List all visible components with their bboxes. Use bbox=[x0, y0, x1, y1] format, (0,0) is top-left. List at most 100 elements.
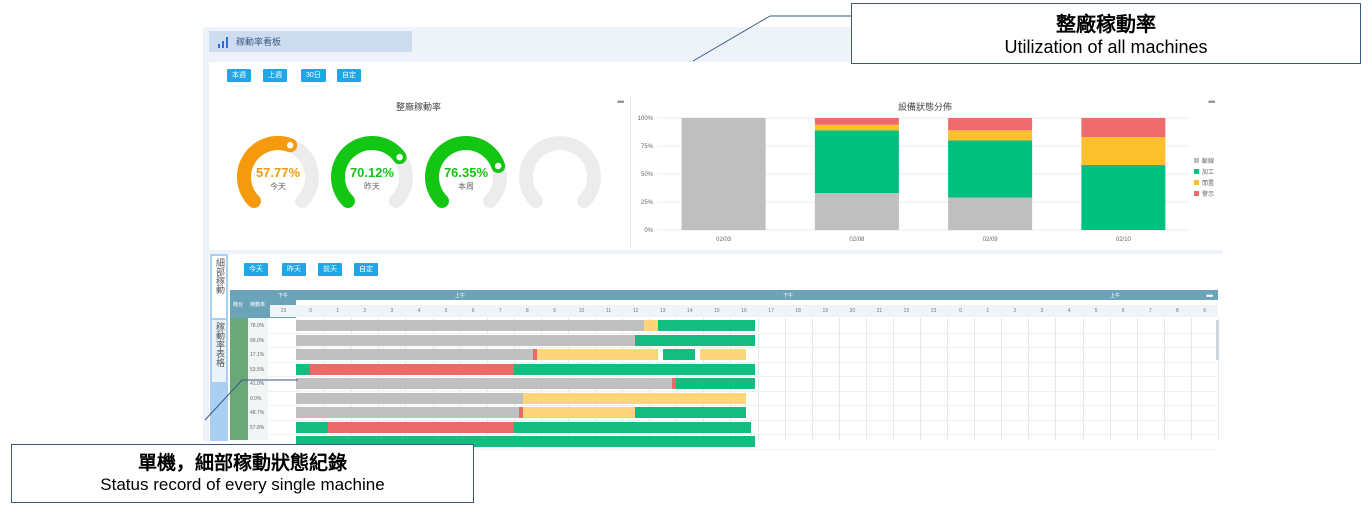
status-segment[interactable] bbox=[514, 421, 751, 433]
rate-column-header: 稼動率 bbox=[250, 302, 266, 308]
status-segment[interactable] bbox=[328, 421, 515, 433]
hour-label: 15 bbox=[714, 308, 720, 314]
gantt-more-icon[interactable]: ••• bbox=[1206, 291, 1214, 301]
status-segment[interactable] bbox=[296, 407, 519, 418]
hour-label: 12 bbox=[632, 308, 639, 314]
legend-label: 閒置 bbox=[1202, 180, 1214, 187]
hour-label: 9 bbox=[1203, 308, 1206, 314]
gauge-knob bbox=[493, 161, 503, 171]
more-options-icon[interactable]: ••• bbox=[1208, 97, 1216, 107]
hour-gridline bbox=[1136, 318, 1138, 440]
status-segment[interactable] bbox=[296, 320, 644, 331]
row-divider bbox=[268, 376, 1216, 377]
status-segment[interactable] bbox=[296, 363, 310, 375]
hour-gridline bbox=[947, 318, 949, 440]
bar-segment-加工 bbox=[1081, 165, 1166, 230]
row-divider bbox=[268, 361, 1216, 363]
callout-bottom: 單機，細部稼動狀態紀錄 Status record of every singl… bbox=[11, 444, 474, 503]
gauge-fill bbox=[237, 136, 298, 209]
status-segment[interactable] bbox=[537, 349, 658, 360]
status-segment[interactable] bbox=[296, 392, 524, 404]
side-tab-table[interactable]: 稼動率表格 bbox=[212, 320, 226, 382]
bar-segment-閒置 bbox=[814, 124, 899, 131]
machine-column-header: 機台 bbox=[233, 302, 244, 308]
x-tick-label: 02/09 bbox=[983, 237, 999, 243]
hour-label: 17 bbox=[768, 308, 774, 314]
y-tick-label: 50% bbox=[641, 172, 654, 178]
hour-gridline bbox=[892, 318, 894, 440]
callout-bottom-english: Status record of every single machine bbox=[100, 475, 385, 494]
bar-segment-警示 bbox=[1081, 118, 1166, 138]
bar-segment-斷線 bbox=[681, 118, 766, 230]
hour-gridline bbox=[1163, 318, 1165, 440]
side-tab-detail[interactable]: 細部稼動 bbox=[212, 256, 226, 318]
gauge-knob bbox=[285, 140, 295, 151]
row-divider bbox=[268, 390, 1216, 392]
gauge-knob bbox=[394, 152, 405, 162]
yesterday-button[interactable]: 昨天 bbox=[282, 263, 306, 276]
status-segment[interactable] bbox=[662, 349, 696, 360]
status-segment[interactable] bbox=[518, 407, 524, 418]
hour-label: 22 bbox=[903, 308, 910, 314]
hour-gridline bbox=[865, 318, 867, 440]
hour-label: 19 bbox=[822, 308, 829, 314]
status-segment[interactable] bbox=[657, 320, 756, 331]
status-segment[interactable] bbox=[676, 378, 756, 389]
page-title-bar: 稼動率看板 bbox=[209, 31, 412, 52]
y-tick-label: 100% bbox=[638, 116, 654, 122]
last-week-button[interactable]: 上週 bbox=[263, 69, 287, 82]
legend-label: 警示 bbox=[1202, 190, 1214, 198]
this-week-button[interactable]: 本週 bbox=[227, 69, 251, 82]
hour-label: 3 bbox=[1040, 308, 1044, 314]
row-divider bbox=[268, 419, 1216, 421]
status-segment[interactable] bbox=[699, 349, 747, 360]
legend-swatch bbox=[1194, 158, 1199, 163]
today-button[interactable]: 今天 bbox=[244, 263, 268, 276]
status-panel: 設備狀態分佈 ••• 0% 25% 50% 75% 100% 02/03 02/08 02/0… bbox=[632, 95, 1220, 248]
gantt-hour-header: 23 0 1 2 3 4 5 6 7 8 9 10 11 12 13 14 15 16 17 18 19 20 21 22 23… bbox=[270, 305, 1218, 317]
hour-label: 13 bbox=[659, 308, 666, 314]
period-label: 上午 bbox=[1110, 293, 1121, 299]
hour-label: 2 bbox=[1013, 308, 1017, 314]
period-label: 下午 bbox=[278, 293, 289, 299]
status-segment[interactable] bbox=[296, 349, 533, 360]
status-segment[interactable] bbox=[644, 320, 658, 331]
30-days-button[interactable]: 30日 bbox=[301, 69, 326, 82]
status-segment[interactable] bbox=[523, 392, 747, 404]
status-segment[interactable] bbox=[296, 436, 756, 447]
hour-gridline bbox=[1001, 318, 1003, 440]
hour-gridline bbox=[1055, 318, 1057, 440]
gauge-value: 76.35% bbox=[443, 165, 489, 180]
status-segment[interactable] bbox=[309, 363, 515, 375]
gauge-3 bbox=[518, 135, 602, 219]
custom-period-button[interactable]: 自定 bbox=[337, 69, 361, 82]
hour-label: 6 bbox=[471, 308, 475, 314]
row-rate: 17.1% bbox=[250, 352, 265, 358]
custom-day-button[interactable]: 自定 bbox=[354, 263, 378, 276]
status-segment[interactable] bbox=[634, 334, 756, 346]
more-options-icon[interactable]: ••• bbox=[617, 97, 625, 107]
side-tab-table-label: 稼動率表格 bbox=[215, 322, 225, 367]
y-tick-label: 0% bbox=[644, 228, 653, 234]
bar-segment-閒置 bbox=[1081, 137, 1166, 166]
row-divider bbox=[268, 405, 1216, 406]
status-segment[interactable] bbox=[296, 421, 329, 433]
hour-label: 7 bbox=[498, 308, 502, 314]
status-segment[interactable] bbox=[634, 407, 747, 418]
status-segment[interactable] bbox=[296, 334, 635, 346]
status-segment[interactable] bbox=[671, 378, 677, 389]
row-rate: 41.0% bbox=[250, 381, 265, 387]
day-before-button[interactable]: 前天 bbox=[318, 263, 342, 276]
hour-label: 5 bbox=[444, 308, 448, 314]
gantt-scrollbar[interactable] bbox=[1216, 320, 1219, 360]
status-segment[interactable] bbox=[514, 363, 756, 375]
hour-label: 8 bbox=[1175, 308, 1179, 314]
hour-label: 2 bbox=[363, 308, 367, 314]
status-segment[interactable] bbox=[523, 407, 635, 418]
status-segment[interactable] bbox=[296, 378, 672, 389]
status-segment[interactable] bbox=[532, 349, 538, 360]
hour-label: 6 bbox=[1121, 308, 1125, 314]
hour-gridline bbox=[1218, 318, 1219, 440]
hour-gridline bbox=[920, 318, 922, 440]
